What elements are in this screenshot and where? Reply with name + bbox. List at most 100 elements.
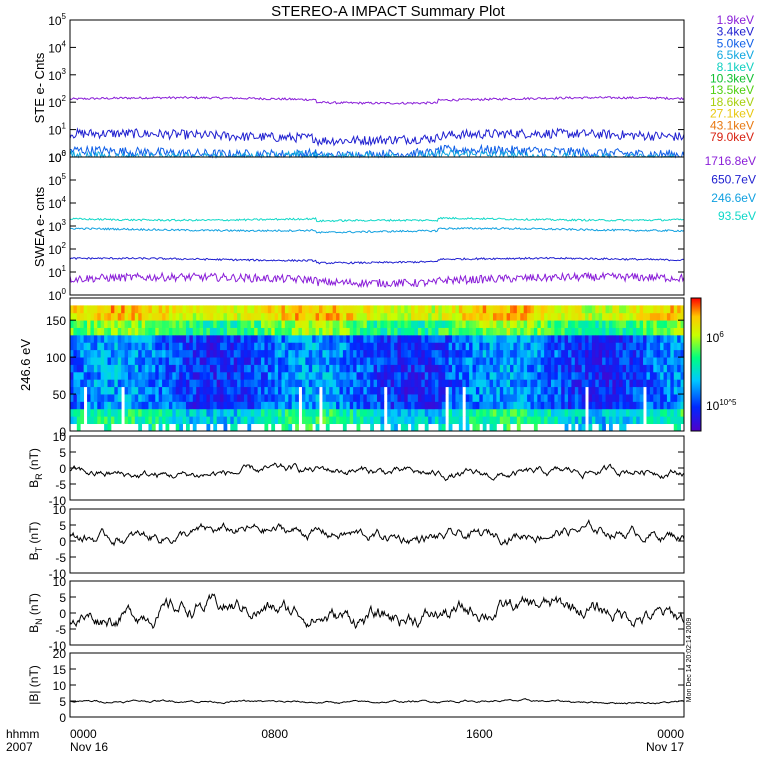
heatmap-cell xyxy=(673,371,678,380)
heatmap-cell xyxy=(554,394,559,402)
heatmap-cell xyxy=(148,349,153,358)
heatmap-cell xyxy=(240,401,245,410)
heatmap-cell xyxy=(237,401,241,410)
heatmap-cell xyxy=(465,357,470,365)
heatmap-cell xyxy=(322,357,327,365)
heatmap-cell xyxy=(619,394,623,402)
heatmap-cell xyxy=(342,349,347,358)
heatmap-cell xyxy=(503,342,508,351)
heatmap-cell xyxy=(121,312,125,321)
heatmap-cell xyxy=(574,371,579,380)
heatmap-cell xyxy=(121,357,125,365)
heatmap-cell xyxy=(465,327,470,336)
heatmap-cell xyxy=(373,386,378,395)
heatmap-cell xyxy=(90,386,95,395)
heatmap-cell xyxy=(407,349,412,358)
heatmap-cell xyxy=(653,357,658,365)
heatmap-cell xyxy=(356,408,361,417)
heatmap-cell xyxy=(199,416,204,425)
heatmap-cell xyxy=(267,312,272,321)
heatmap-cell xyxy=(363,327,368,336)
heatmap-cell xyxy=(387,357,392,365)
heatmap-cell xyxy=(151,312,156,321)
heatmap-cell xyxy=(175,386,180,395)
heatmap-cell xyxy=(663,320,668,328)
heatmap-cell xyxy=(104,408,108,417)
heatmap-cell xyxy=(615,349,620,358)
heatmap-cell xyxy=(325,320,330,328)
heatmap-cell xyxy=(441,386,446,395)
heatmap-cell xyxy=(284,386,289,395)
heatmap-cell xyxy=(475,342,480,351)
heatmap-cell xyxy=(400,320,405,328)
heatmap-cell xyxy=(537,349,542,358)
br-ylabel: BR (nT) xyxy=(27,448,44,488)
heatmap-cell xyxy=(554,334,559,343)
heatmap-cell xyxy=(274,416,279,425)
heatmap-cell xyxy=(660,416,664,425)
heatmap-cell xyxy=(455,394,460,402)
heatmap-cell xyxy=(431,334,436,343)
heatmap-cell xyxy=(185,423,190,432)
heatmap-cell xyxy=(653,401,658,410)
heatmap-cell xyxy=(407,408,412,417)
heatmap-cell xyxy=(571,305,576,314)
heatmap-cell xyxy=(209,349,214,358)
heatmap-cell xyxy=(636,357,641,365)
heatmap-cell xyxy=(223,305,228,314)
heatmap-cell xyxy=(462,305,467,314)
heatmap-cell xyxy=(489,312,494,321)
heatmap-cell xyxy=(680,379,685,388)
heatmap-cell xyxy=(656,379,661,388)
heatmap-cell xyxy=(162,342,166,351)
heatmap-cell xyxy=(547,371,552,380)
heatmap-cell xyxy=(278,312,282,321)
heatmap-cell xyxy=(127,416,132,425)
heatmap-cell xyxy=(574,327,579,336)
heatmap-cell xyxy=(336,394,340,402)
heatmap-cell xyxy=(527,386,531,395)
heatmap-cell xyxy=(308,386,313,395)
heatmap-cell xyxy=(97,349,102,358)
heatmap-cell xyxy=(469,305,473,314)
heatmap-cell xyxy=(653,416,658,425)
heatmap-cell xyxy=(182,364,187,373)
heatmap-cell xyxy=(110,327,115,336)
heatmap-cell xyxy=(315,305,320,314)
heatmap-cell xyxy=(332,379,337,388)
heatmap-cell xyxy=(291,305,296,314)
heatmap-cell xyxy=(472,312,477,321)
heatmap-cell xyxy=(305,364,310,373)
heatmap-cell xyxy=(308,408,313,417)
heatmap-cell xyxy=(629,364,634,373)
heatmap-cell xyxy=(561,342,566,351)
heatmap-cell xyxy=(605,394,610,402)
heatmap-cell xyxy=(489,416,494,425)
heatmap-cell xyxy=(458,408,463,417)
heatmap-cell xyxy=(165,401,170,410)
heatmap-cell xyxy=(626,320,630,328)
heatmap-cell xyxy=(80,416,85,425)
heatmap-cell xyxy=(203,371,207,380)
heatmap-cell xyxy=(598,305,603,314)
heatmap-cell xyxy=(223,401,228,410)
heatmap-cell xyxy=(503,386,508,395)
heatmap-cell xyxy=(346,386,351,395)
heatmap-cell xyxy=(373,327,378,336)
heatmap-cell xyxy=(312,320,316,328)
heatmap-cell xyxy=(274,349,279,358)
heatmap-cell xyxy=(199,342,204,351)
heatmap-cell xyxy=(346,408,351,417)
heatmap-cell xyxy=(278,401,282,410)
heatmap-cell xyxy=(523,416,528,425)
series-line xyxy=(69,95,685,105)
heatmap-cell xyxy=(336,349,340,358)
heatmap-cell xyxy=(138,416,143,425)
heatmap-cell xyxy=(469,312,473,321)
heatmap-cell xyxy=(349,371,354,380)
heatmap-cell xyxy=(438,408,443,417)
heatmap-cell xyxy=(602,371,606,380)
heatmap-cell xyxy=(619,357,623,365)
heatmap-cell xyxy=(417,342,422,351)
heatmap-cell xyxy=(571,320,576,328)
